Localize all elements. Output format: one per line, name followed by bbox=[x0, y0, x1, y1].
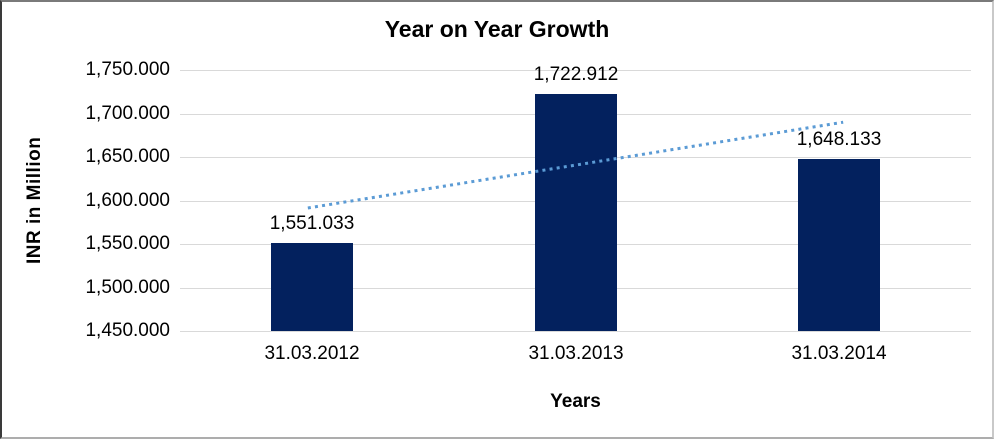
x-axis-line bbox=[180, 331, 971, 332]
y-tick-label: 1,450.000 bbox=[85, 320, 170, 341]
bar bbox=[798, 159, 880, 331]
x-tick-label: 31.03.2014 bbox=[791, 343, 887, 364]
y-tick-label: 1,600.000 bbox=[85, 190, 170, 211]
y-tick-label: 1,500.000 bbox=[85, 277, 170, 298]
y-tick-label: 1,550.000 bbox=[85, 233, 170, 254]
bar-value-label: 1,551.033 bbox=[269, 213, 355, 234]
bar-value-label: 1,648.133 bbox=[796, 129, 882, 150]
y-tick-label: 1,700.000 bbox=[85, 103, 170, 124]
gridline bbox=[180, 70, 971, 71]
y-tick-label: 1,750.000 bbox=[85, 59, 170, 80]
x-tick-label: 31.03.2013 bbox=[528, 343, 624, 364]
x-tick-label: 31.03.2012 bbox=[264, 343, 360, 364]
y-tick-label: 1,650.000 bbox=[85, 146, 170, 167]
bar-value-label: 1,722.912 bbox=[533, 64, 619, 85]
bar bbox=[271, 243, 353, 331]
x-axis-title: Years bbox=[550, 391, 601, 412]
chart-title: Year on Year Growth bbox=[384, 16, 610, 42]
bar bbox=[535, 94, 617, 331]
